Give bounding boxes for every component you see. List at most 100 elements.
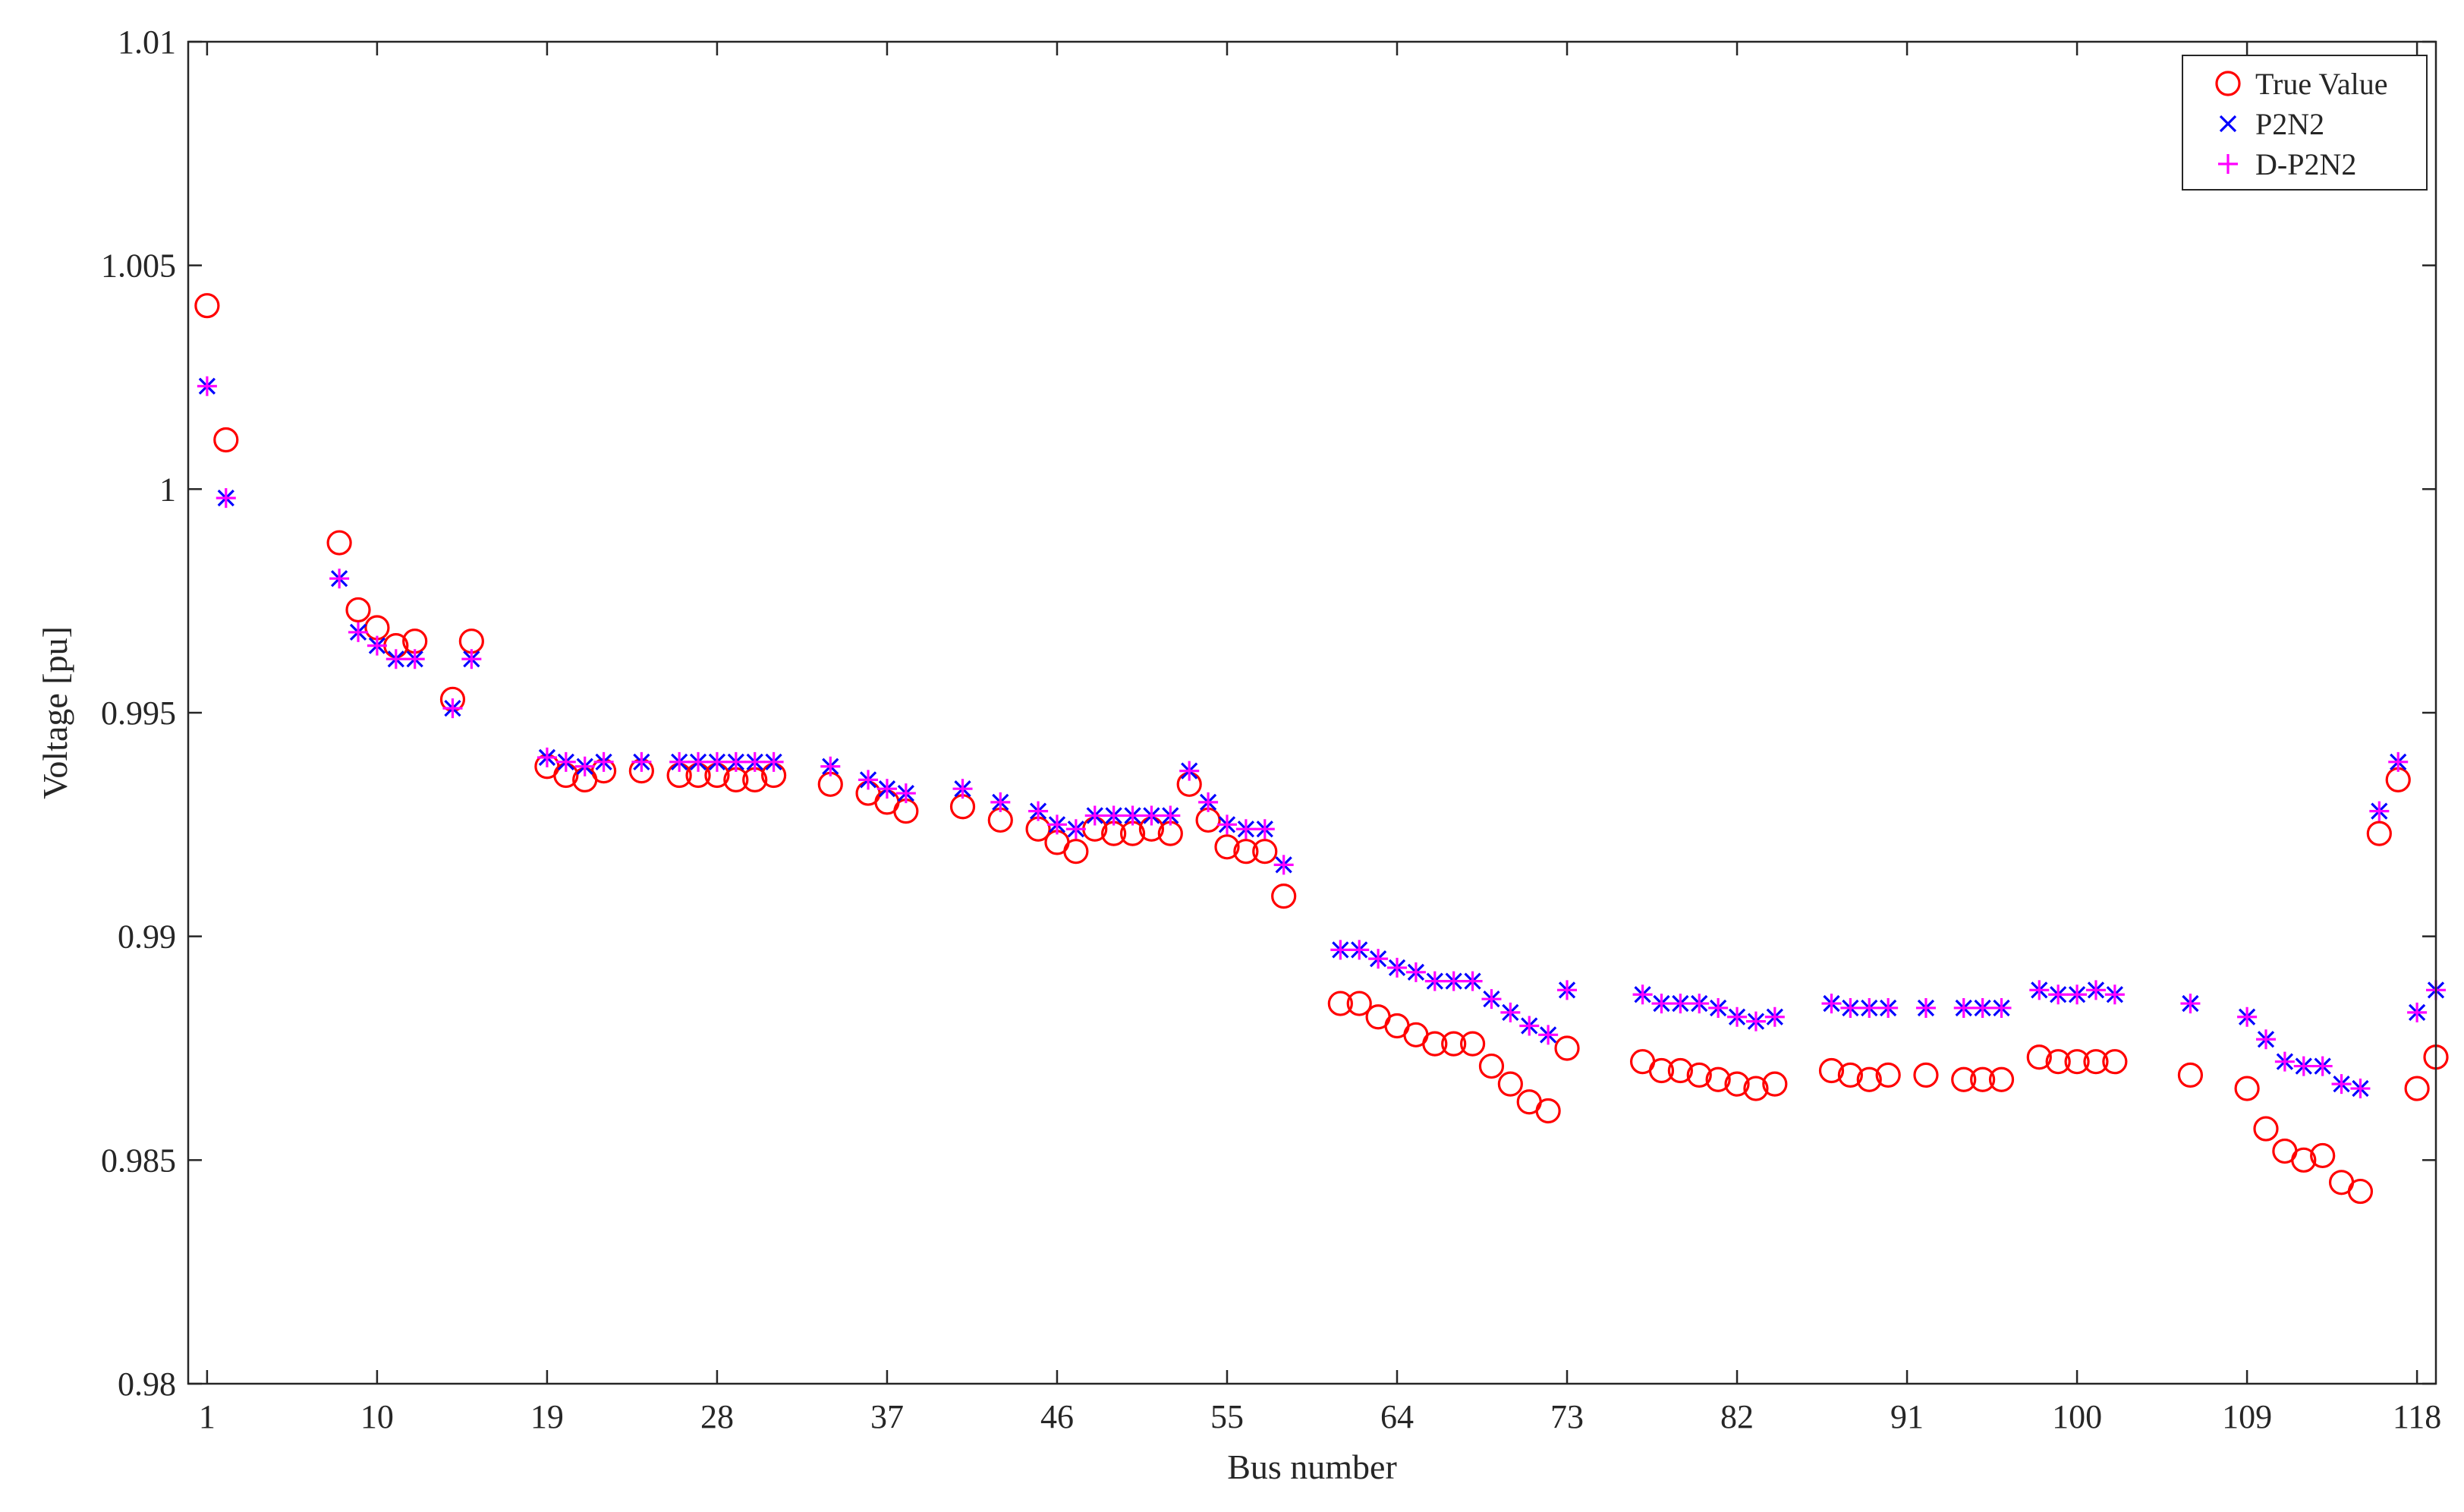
legend-label: D-P2N2 bbox=[2255, 147, 2356, 181]
data-point bbox=[1462, 971, 1483, 991]
data-point bbox=[1856, 1066, 1882, 1092]
data-point bbox=[1708, 997, 1729, 1018]
tick-labels: 1 10 19 28 37 46 55 64 73 82 91 100 109 118 0.98 0.985 0… bbox=[101, 24, 2441, 1435]
data-point bbox=[348, 622, 369, 642]
data-point bbox=[895, 783, 916, 804]
data-point bbox=[820, 756, 841, 776]
x-tick-label: 55 bbox=[1210, 1398, 1244, 1435]
data-point bbox=[2083, 1049, 2109, 1075]
data-point bbox=[1913, 1062, 1939, 1088]
data-point bbox=[385, 649, 406, 669]
data-point bbox=[593, 751, 614, 772]
data-point bbox=[2407, 1002, 2428, 1022]
x-tick-label: 100 bbox=[2052, 1398, 2102, 1435]
legend-marker bbox=[2218, 154, 2238, 174]
data-point bbox=[1028, 801, 1049, 821]
data-point bbox=[1648, 1057, 1675, 1084]
data-point bbox=[1724, 1071, 1750, 1097]
plot-background bbox=[188, 42, 2436, 1384]
data-point bbox=[1478, 1053, 1505, 1079]
data-point bbox=[1743, 1076, 1769, 1101]
data-point bbox=[2104, 984, 2125, 1005]
data-point bbox=[2026, 1044, 2052, 1070]
data-point bbox=[1405, 962, 1426, 982]
data-point bbox=[345, 597, 371, 623]
data-point bbox=[952, 779, 973, 799]
data-point bbox=[1273, 855, 1294, 875]
data-point bbox=[1667, 1057, 1693, 1084]
data-point bbox=[1991, 997, 2012, 1018]
data-point bbox=[1103, 805, 1124, 826]
data-point bbox=[1554, 1035, 1580, 1061]
data-point bbox=[329, 569, 350, 589]
data-point bbox=[1705, 1066, 1731, 1092]
legend-box bbox=[2182, 55, 2428, 191]
data-point bbox=[1500, 1002, 1521, 1022]
data-point bbox=[725, 751, 746, 772]
data-point bbox=[2388, 751, 2409, 772]
data-point bbox=[1951, 1066, 1977, 1092]
data-point bbox=[688, 751, 709, 772]
y-tick-label: 0.985 bbox=[101, 1142, 176, 1179]
data-point bbox=[1557, 980, 1578, 1000]
y-tick-label: 1.005 bbox=[101, 247, 176, 285]
data-point bbox=[2102, 1049, 2128, 1075]
data-point bbox=[2237, 1006, 2258, 1027]
data-point bbox=[2331, 1074, 2352, 1095]
data-point bbox=[574, 756, 595, 776]
data-point bbox=[1046, 814, 1067, 835]
data-point bbox=[2291, 1147, 2317, 1173]
data-point bbox=[1651, 994, 1672, 1014]
plot-frame bbox=[187, 40, 2437, 1385]
legend-entries: True Value P2N2 D-P2N2 bbox=[2215, 67, 2387, 181]
data-point bbox=[2312, 1056, 2333, 1076]
data-point bbox=[858, 770, 879, 790]
data-point bbox=[1875, 1062, 1901, 1088]
data-point bbox=[1535, 1098, 1561, 1124]
y-tick-label: 0.995 bbox=[101, 695, 176, 732]
data-point bbox=[2274, 1051, 2295, 1072]
data-point bbox=[1953, 997, 1974, 1018]
x-tick-label: 46 bbox=[1040, 1398, 1074, 1435]
data-point bbox=[1198, 792, 1219, 812]
data-point bbox=[1235, 819, 1256, 839]
data-point bbox=[537, 747, 557, 767]
data-point bbox=[1972, 997, 1993, 1018]
data-point bbox=[1745, 1011, 1766, 1032]
data-point bbox=[1481, 989, 1502, 1010]
data-point bbox=[2366, 821, 2392, 846]
data-point bbox=[1837, 1062, 1863, 1088]
data-point bbox=[876, 779, 897, 799]
data-point bbox=[1727, 1006, 1748, 1027]
data-point bbox=[1368, 949, 1389, 969]
data-point bbox=[1327, 991, 1353, 1016]
x-tick-label: 91 bbox=[1890, 1398, 1924, 1435]
data-point bbox=[2347, 1178, 2374, 1205]
data-point bbox=[2310, 1142, 2336, 1169]
data-point bbox=[1387, 957, 1408, 978]
data-point bbox=[2045, 1049, 2071, 1075]
data-point bbox=[990, 792, 1011, 812]
x-tick-label: 19 bbox=[530, 1398, 564, 1435]
data-markers bbox=[194, 293, 2449, 1205]
data-point bbox=[2255, 1029, 2276, 1050]
data-point bbox=[1840, 997, 1861, 1018]
data-point bbox=[326, 530, 352, 556]
legend-label: True Value bbox=[2255, 67, 2387, 101]
data-point bbox=[1764, 1006, 1785, 1027]
data-point bbox=[555, 751, 576, 772]
data-point bbox=[1271, 884, 1297, 909]
x-tick-label: 37 bbox=[870, 1398, 904, 1435]
data-point bbox=[194, 293, 220, 319]
data-point bbox=[2293, 1056, 2314, 1076]
data-point bbox=[1686, 1062, 1712, 1088]
data-point bbox=[2085, 980, 2106, 1000]
y-tick-label: 1.01 bbox=[118, 24, 176, 61]
data-point bbox=[2067, 984, 2088, 1005]
data-point bbox=[461, 649, 482, 669]
data-point bbox=[1233, 839, 1259, 865]
data-point bbox=[2350, 1079, 2371, 1099]
data-point bbox=[1349, 940, 1370, 960]
x-tick-label: 118 bbox=[2393, 1398, 2441, 1435]
data-point bbox=[1670, 994, 1691, 1014]
